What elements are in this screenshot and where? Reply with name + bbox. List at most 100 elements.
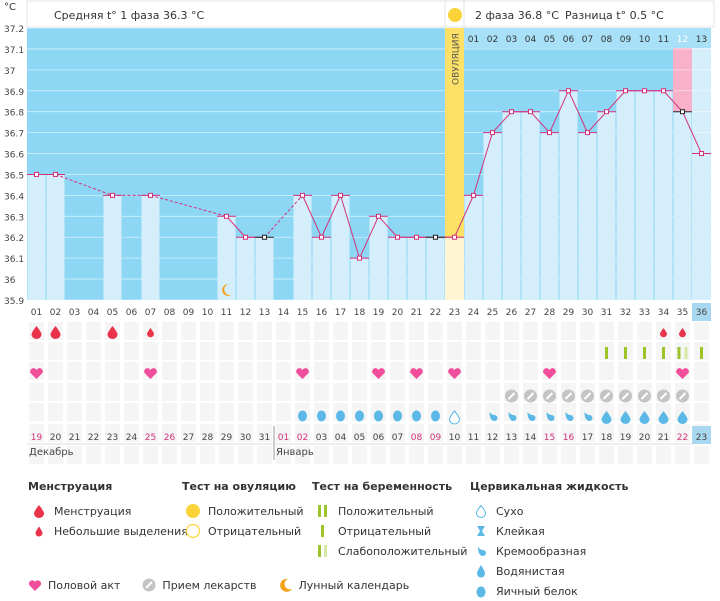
pill-icon-stroke — [526, 392, 535, 400]
event-cell — [162, 403, 177, 421]
pill-icon-stroke — [507, 392, 516, 400]
legend-ovulation-test: Тест на овуляцию Положительный Отрицател… — [182, 480, 304, 541]
event-cell — [637, 446, 652, 464]
phase2-day-label: 13 — [696, 35, 707, 45]
phase1-box — [26, 0, 446, 28]
event-cell — [105, 342, 120, 360]
event-cell — [48, 383, 63, 401]
event-cell — [67, 322, 82, 340]
event-cell — [48, 342, 63, 360]
event-cell — [371, 322, 386, 340]
temp-point — [224, 213, 229, 219]
temp-point — [604, 109, 609, 115]
event-cell — [599, 362, 614, 380]
y-tick-label: 36.1 — [4, 255, 24, 265]
legend-pr-negative: Отрицательный — [338, 524, 432, 538]
temp-bar — [426, 237, 445, 300]
event-cell — [105, 403, 120, 421]
y-tick-label: 36.8 — [4, 109, 24, 119]
event-cell — [656, 362, 671, 380]
x-tick-label: 19 — [373, 308, 385, 318]
event-drop-icon — [601, 411, 612, 424]
drop-red-icon — [28, 504, 50, 518]
phase2-day-label: 10 — [639, 35, 651, 45]
heart-icon — [448, 368, 461, 379]
date-label: 22 — [88, 433, 99, 443]
event-cell — [371, 383, 386, 401]
event-cell — [675, 342, 690, 360]
temp-point — [661, 88, 666, 94]
mucus-creamy-icon — [584, 412, 593, 421]
x-tick-label: 34 — [658, 308, 670, 318]
phase2-day-label: 06 — [563, 35, 575, 45]
sun-outline-icon — [182, 523, 204, 539]
date-label: 23 — [107, 433, 118, 443]
event-cell — [238, 383, 253, 401]
event-drop-icon — [50, 326, 61, 339]
event-cell — [694, 322, 709, 340]
pregnancy-test-icon — [643, 347, 646, 359]
event-cell — [143, 446, 158, 464]
x-tick-label: 26 — [506, 308, 518, 318]
temp-bar — [673, 111, 692, 300]
event-cell — [124, 383, 139, 401]
event-cell — [390, 383, 405, 401]
event-cell — [371, 446, 386, 464]
y-tick-label: 36.2 — [4, 234, 24, 244]
event-cell — [219, 383, 234, 401]
event-cell — [599, 424, 614, 442]
event-cell — [238, 342, 253, 360]
temp-point — [471, 192, 476, 198]
date-label: 29 — [221, 433, 233, 443]
event-cell — [542, 424, 557, 442]
temp-bar — [141, 195, 160, 300]
mucus-egg-icon — [412, 410, 421, 422]
event-drop-icon — [658, 411, 669, 424]
current-day-marker — [692, 303, 711, 321]
x-tick-label: 07 — [145, 308, 156, 318]
temp-point — [547, 130, 552, 136]
event-cell — [200, 383, 215, 401]
ovulation-bar — [445, 237, 464, 300]
temp-point — [300, 192, 305, 198]
event-cell — [409, 446, 424, 464]
phase2-day-label: 05 — [544, 35, 555, 45]
event-cell — [390, 446, 405, 464]
event-cell — [618, 424, 633, 442]
drop-watery-icon — [470, 564, 492, 578]
event-cell — [523, 342, 538, 360]
temp-point — [395, 234, 400, 240]
event-cell — [656, 446, 671, 464]
x-tick-label: 12 — [240, 308, 251, 318]
event-cell — [86, 446, 101, 464]
event-cell — [485, 424, 500, 442]
event-cell — [105, 446, 120, 464]
mucus-creamy-icon — [508, 412, 517, 421]
event-cell — [181, 322, 196, 340]
event-cell — [86, 342, 101, 360]
heart-icon — [28, 579, 42, 592]
month-label: Январь — [276, 447, 314, 458]
x-tick-label: 08 — [164, 308, 176, 318]
ovulation-column — [445, 28, 464, 300]
temp-line-segment — [663, 90, 683, 113]
event-cell — [219, 342, 234, 360]
temp-point — [319, 234, 324, 240]
event-cell — [67, 342, 82, 360]
event-cell — [86, 362, 101, 380]
temp-point — [528, 109, 533, 115]
x-tick-label: 11 — [221, 308, 232, 318]
y-tick-label: 37 — [4, 67, 15, 77]
date-label: 01 — [278, 433, 289, 443]
mucus-egg-icon — [317, 410, 326, 422]
x-tick-label: 33 — [639, 308, 650, 318]
temp-bar — [578, 132, 597, 300]
event-cell — [257, 322, 272, 340]
event-cell — [580, 446, 595, 464]
mucus-egg-icon — [431, 410, 440, 422]
temp-bar — [388, 237, 407, 300]
event-cell — [238, 424, 253, 442]
event-cell — [504, 446, 519, 464]
drop-egg-icon — [470, 584, 492, 598]
